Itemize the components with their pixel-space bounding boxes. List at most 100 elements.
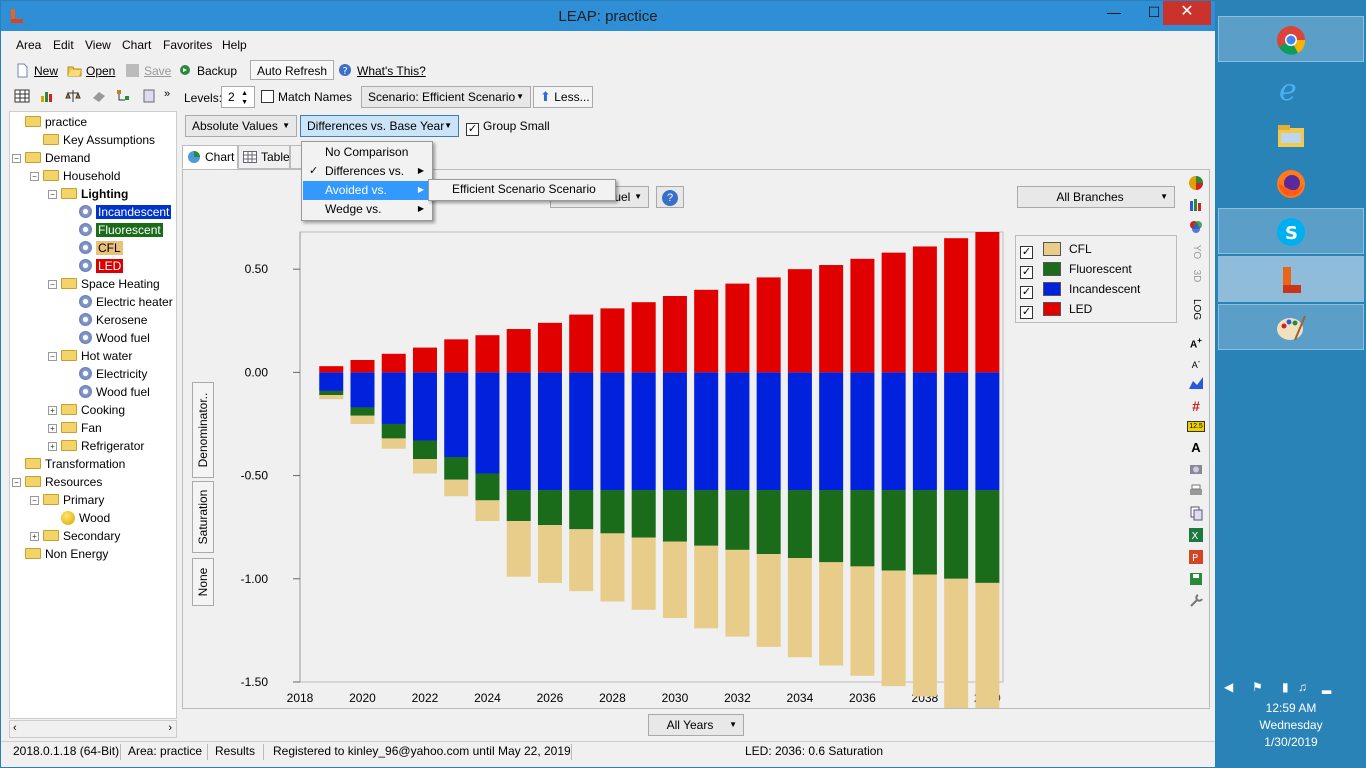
print-icon[interactable] [1187, 483, 1205, 501]
vtab-saturation[interactable]: Saturation [192, 481, 214, 553]
expand-icon[interactable]: + [48, 442, 57, 451]
all-branches-select[interactable]: All Branches ▼ [1017, 186, 1175, 208]
volume-icon[interactable]: ♫ [1298, 680, 1307, 694]
group-small-checkbox[interactable]: ✓ Group Small [466, 119, 550, 136]
colors-icon[interactable] [1187, 219, 1205, 237]
menu-chart[interactable]: Chart [122, 38, 152, 52]
grid-icon[interactable]: # [1192, 398, 1200, 414]
legend-item-led[interactable]: ✓ LED [1020, 301, 1092, 319]
tree-node[interactable]: + Cooking [48, 402, 125, 420]
legend-checkbox[interactable]: ✓ [1020, 286, 1033, 299]
collapse-icon[interactable]: − [30, 172, 39, 181]
menu-area[interactable]: Area [16, 38, 42, 52]
tree-node[interactable]: − Primary [30, 492, 104, 510]
tree-node[interactable]: − Demand [12, 150, 90, 168]
tree-node[interactable]: + Secondary [30, 528, 120, 546]
tree-node[interactable]: Wood [48, 510, 110, 528]
tree-hierarchy-icon[interactable] [115, 88, 131, 104]
tab-chart[interactable]: Chart [182, 145, 238, 169]
menu-edit[interactable]: Edit [53, 38, 74, 52]
wrench-icon[interactable] [1187, 593, 1205, 611]
tree-node[interactable]: − Space Heating [48, 276, 160, 294]
collapse-icon[interactable]: − [12, 478, 21, 487]
collapse-icon[interactable]: − [12, 154, 21, 163]
menu-no-comparison[interactable]: No Comparison [303, 143, 432, 162]
vtab-denominator[interactable]: Denominator.. [192, 382, 214, 478]
tree-node[interactable]: + Fan [48, 420, 102, 438]
levels-spinner[interactable]: 2 ▲ ▼ [221, 86, 255, 108]
match-names-checkbox[interactable]: Match Names [261, 90, 352, 104]
save-button[interactable]: Save [125, 61, 171, 81]
tray-expand-icon[interactable]: ◀ [1224, 680, 1234, 694]
3d-toggle[interactable]: 3D [1191, 269, 1202, 283]
tree-node[interactable]: LED [66, 258, 124, 276]
camera-icon[interactable] [1187, 461, 1205, 479]
menu-favorites[interactable]: Favorites [163, 38, 213, 52]
collapse-icon[interactable]: − [48, 280, 57, 289]
maximize-button[interactable]: ☐ [1147, 4, 1161, 20]
powerpoint-icon[interactable]: P [1187, 549, 1205, 567]
pie-color-icon[interactable] [1187, 175, 1205, 193]
menu-view[interactable]: View [85, 38, 111, 52]
legend-item-fluorescent[interactable]: ✓ Fluorescent [1020, 261, 1132, 279]
legend-checkbox[interactable]: ✓ [1020, 266, 1033, 279]
legend-item-cfl[interactable]: ✓ CFL [1020, 241, 1092, 259]
expand-icon[interactable]: + [30, 532, 39, 541]
tree-node[interactable]: + Refrigerator [48, 438, 144, 456]
less-button[interactable]: ⬆ Less... [533, 86, 593, 108]
scenario-select[interactable]: Scenario: Efficient Scenario ▼ [361, 86, 531, 108]
taskbar-clock[interactable]: 12:59 AM Wednesday 1/30/2019 [1216, 700, 1366, 751]
tab-table[interactable]: Table [238, 145, 290, 169]
scroll-left-icon[interactable]: ‹ [13, 722, 17, 734]
collapse-icon[interactable]: − [48, 190, 57, 199]
tree-node[interactable]: Wood fuel [66, 330, 150, 348]
leap-app-icon[interactable] [9, 7, 25, 25]
group-small-box[interactable]: ✓ [466, 123, 479, 136]
all-years-select[interactable]: All Years ▼ [648, 714, 744, 736]
taskbar-chrome[interactable] [1218, 16, 1364, 62]
open-button[interactable]: Open [67, 61, 115, 81]
log-toggle[interactable]: LOG [1191, 299, 1202, 321]
balance-icon[interactable] [65, 88, 81, 104]
decimals-icon[interactable]: 12.5 [1187, 421, 1205, 432]
differences-select[interactable]: Differences vs. Base Year ▼ [300, 115, 459, 137]
taskbar-firefox[interactable] [1218, 160, 1364, 206]
tree-node[interactable]: Electricity [66, 366, 147, 384]
table-view-icon[interactable] [14, 88, 30, 104]
tree-horizontal-scrollbar[interactable]: ‹ › [9, 720, 177, 738]
menu-efficient-scenario[interactable]: Efficient Scenario Scenario [428, 179, 616, 201]
tree-node[interactable]: Transformation [12, 456, 125, 474]
vtab-none[interactable]: None [192, 558, 214, 606]
tree-node[interactable]: Electric heater [66, 294, 173, 312]
tree-node[interactable]: Key Assumptions [30, 132, 155, 150]
font-smaller-icon[interactable]: A- [1191, 357, 1201, 370]
legend-checkbox[interactable]: ✓ [1020, 246, 1033, 259]
tree-node[interactable]: Kerosene [66, 312, 147, 330]
tree-node[interactable]: − Hot water [48, 348, 132, 366]
more-tools-icon[interactable]: » [164, 88, 171, 100]
save-chart-icon[interactable] [1187, 571, 1205, 589]
tree-node[interactable]: − Resources [12, 474, 102, 492]
expand-icon[interactable]: + [48, 424, 57, 433]
text-style-icon[interactable]: A [1191, 440, 1201, 455]
taskbar-explorer[interactable] [1218, 112, 1364, 158]
absolute-values-select[interactable]: Absolute Values ▼ [185, 115, 297, 137]
tree-node[interactable]: − Household [30, 168, 120, 186]
close-button[interactable]: ✕ [1163, 1, 1211, 25]
collapse-icon[interactable]: − [48, 352, 57, 361]
copy-icon[interactable] [1187, 505, 1205, 523]
menu-wedge-vs[interactable]: Wedge vs. ▶ [303, 200, 432, 219]
excel-icon[interactable]: X [1187, 527, 1205, 545]
tree-node[interactable]: Incandescent [66, 204, 172, 222]
battery-icon[interactable]: ▮ [1282, 680, 1289, 694]
spinner-arrows-icon[interactable]: ▲ ▼ [241, 90, 248, 106]
scroll-right-icon[interactable]: › [168, 722, 172, 734]
expand-icon[interactable]: + [48, 406, 57, 415]
whats-this-button[interactable]: ? What's This? [338, 61, 426, 81]
new-button[interactable]: New [15, 61, 58, 81]
menu-avoided-vs[interactable]: Avoided vs. ▶ [303, 181, 432, 200]
tree-node[interactable]: Wood fuel [66, 384, 150, 402]
match-names-box[interactable] [261, 90, 274, 103]
legend-checkbox[interactable]: ✓ [1020, 306, 1033, 319]
tree-node[interactable]: − Lighting [48, 186, 128, 204]
